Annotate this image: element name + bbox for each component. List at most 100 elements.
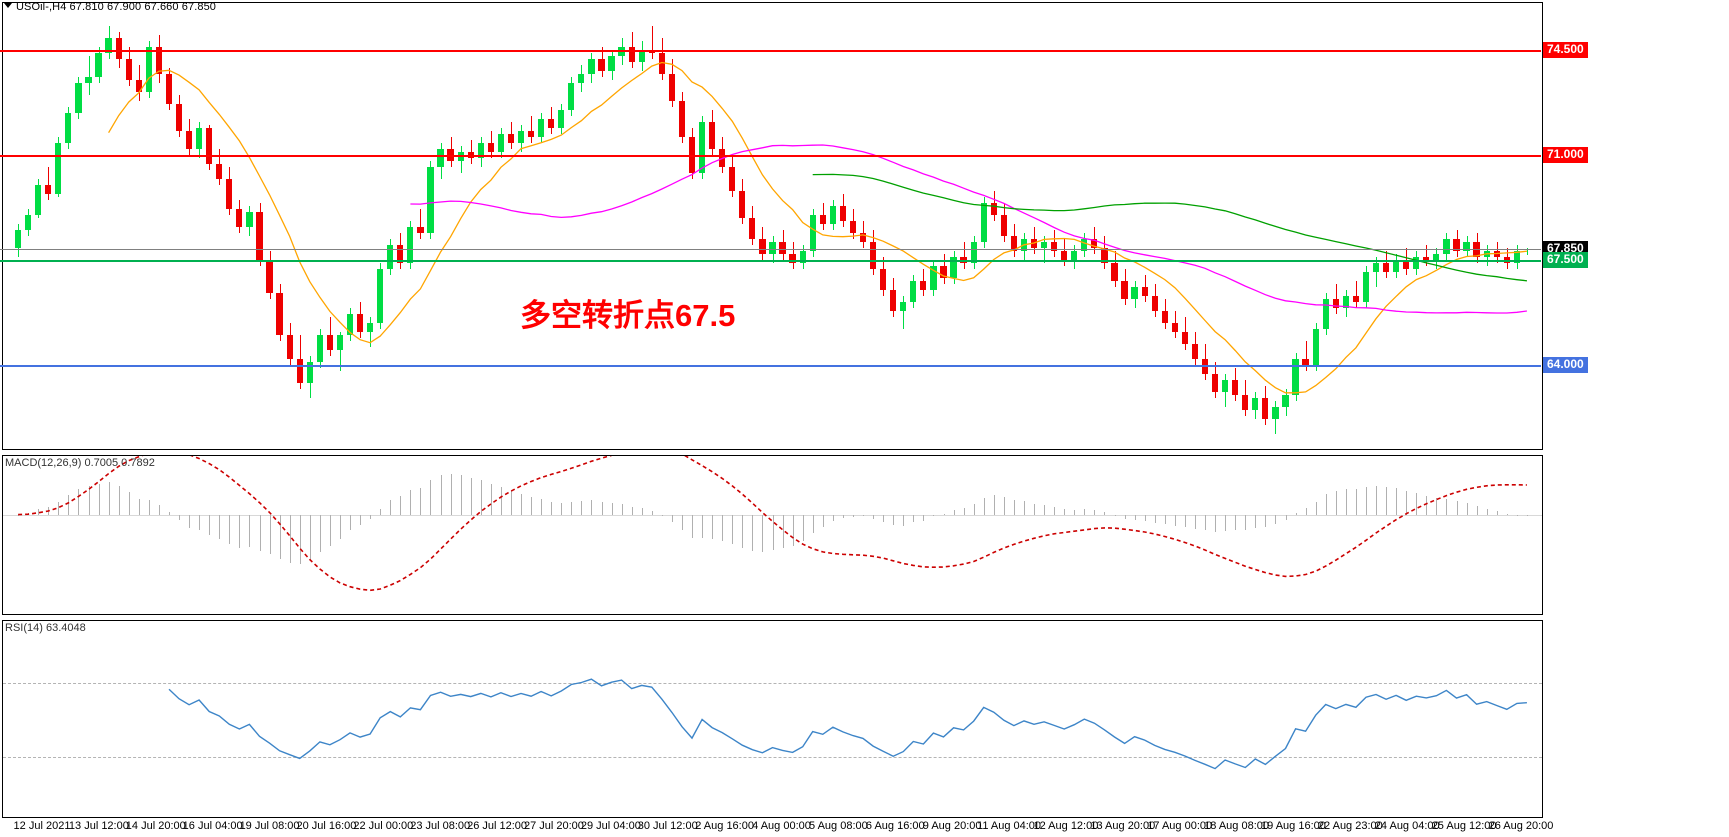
candle-body [920, 280, 927, 290]
time-axis-label: 26 Aug 20:00 [1488, 820, 1554, 832]
candle-body [206, 127, 213, 164]
macd-histogram-bar [1457, 501, 1458, 515]
time-axis-label: 17 Aug 00:00 [1147, 820, 1213, 832]
macd-histogram-bar [300, 514, 301, 565]
rsi-line [168, 678, 1527, 770]
macd-histogram-bar [89, 486, 90, 515]
candle-body [1061, 250, 1068, 260]
support-line-67500[interactable] [0, 259, 1541, 262]
candle-body [1493, 250, 1500, 257]
candle-wick [964, 241, 965, 269]
candle-body [226, 178, 233, 209]
time-axis-label: 27 Jul 20:00 [523, 820, 584, 832]
macd-histogram-bar [119, 485, 120, 515]
support-line-64000[interactable] [0, 364, 1541, 367]
candle-body [819, 214, 826, 224]
macd-histogram-bar [159, 504, 160, 515]
candle-body [135, 79, 142, 92]
candle-body [1091, 238, 1098, 248]
rsi-pane[interactable] [2, 620, 1543, 818]
macd-histogram-bar [1296, 512, 1297, 515]
candle-body [1040, 241, 1048, 248]
candle-body [1372, 262, 1380, 272]
macd-histogram-bar [1094, 509, 1095, 515]
candle-body [980, 202, 987, 242]
macd-histogram-bar [1175, 514, 1176, 526]
macd-histogram-bar [954, 509, 955, 515]
collapse-caret-icon[interactable] [4, 3, 12, 8]
time-axis-label: 29 Jul 04:00 [580, 820, 641, 832]
resistance-line-74500[interactable] [0, 49, 1541, 52]
macd-histogram-bar [280, 514, 281, 560]
macd-histogram-bar [370, 514, 371, 520]
current-price-line-67850[interactable] [0, 249, 1541, 251]
resistance-line-71000[interactable] [0, 154, 1541, 157]
time-axis-label: 19 Aug 16:00 [1261, 820, 1326, 832]
time-axis-label: 13 Aug 20:00 [1090, 820, 1156, 832]
macd-histogram-bar [762, 514, 763, 553]
macd-histogram-bar [179, 514, 180, 521]
macd-histogram-bar [722, 514, 723, 542]
time-axis-label: 11 Aug 04:00 [977, 820, 1042, 832]
ma-fast-line [108, 61, 1527, 394]
candle-body [216, 163, 223, 179]
macd-histogram-bar [400, 495, 401, 515]
resistance-line-74500-tag: 74.500 [1543, 41, 1588, 58]
macd-histogram-bar [239, 514, 240, 548]
candle-body [719, 148, 726, 167]
macd-histogram-bar [883, 514, 884, 522]
macd-histogram-bar [1386, 487, 1387, 515]
macd-histogram-bar [813, 514, 814, 533]
macd-histogram-bar [1185, 514, 1186, 528]
candle-body [246, 211, 253, 227]
rsi-guide-30 [3, 756, 1542, 758]
time-axis-label: 20 Jul 16:00 [296, 820, 357, 832]
macd-histogram-bar [249, 514, 250, 548]
candle-wick [1356, 280, 1357, 308]
candle-body [1000, 214, 1007, 236]
macd-histogram-bar [1436, 497, 1437, 515]
macd-pane[interactable] [2, 455, 1543, 615]
macd-histogram-bar [1195, 514, 1196, 529]
time-axis-label: 24 Aug 04:00 [1374, 820, 1440, 832]
candle-body [598, 58, 605, 71]
macd-histogram-bar [833, 514, 834, 521]
candle-body [55, 142, 62, 194]
candle-body [638, 49, 645, 62]
macd-histogram-bar [491, 484, 492, 515]
macd-histogram-bar [270, 514, 271, 555]
candle-body [900, 301, 907, 311]
macd-histogram-bar [38, 508, 39, 515]
candle-body [1141, 286, 1148, 296]
candle-body [316, 334, 323, 362]
price-pane[interactable] [2, 2, 1543, 450]
macd-histogram-bar [783, 514, 784, 548]
candle-body [25, 214, 32, 230]
macd-histogram-bar [1145, 514, 1146, 521]
chart-annotation[interactable]: 多空转折点67.5 [520, 298, 736, 333]
candle-body [256, 211, 263, 260]
candle-body [296, 358, 303, 383]
candle-body [1111, 262, 1118, 281]
macd-histogram-bar [18, 514, 19, 516]
candle-body [266, 259, 273, 293]
time-axis[interactable]: 12 Jul 2021 13 Jul 12:00 14 Jul 20:00 16 Ju… [0, 820, 1554, 837]
candle-body [527, 130, 535, 137]
candle-body [1342, 295, 1349, 308]
time-axis-label: 22 Jul 00:00 [353, 820, 414, 832]
macd-histogram-bar [48, 507, 49, 515]
candle-body [1312, 328, 1319, 365]
macd-histogram-bar [933, 514, 934, 516]
price-axis[interactable]: 75.65574.50073.78072.83071.88071.00070.0… [1543, 0, 1729, 837]
candle-wick [1527, 247, 1528, 255]
macd-histogram-bar [129, 492, 130, 515]
macd-histogram-bar [642, 508, 643, 515]
candle-body [236, 208, 243, 227]
candle-body [1232, 379, 1239, 395]
candle-body [578, 73, 585, 83]
macd-histogram-bar [1104, 511, 1105, 515]
macd-histogram-bar [712, 514, 713, 540]
macd-histogram-bar [1306, 508, 1307, 515]
candle-body [507, 133, 515, 143]
